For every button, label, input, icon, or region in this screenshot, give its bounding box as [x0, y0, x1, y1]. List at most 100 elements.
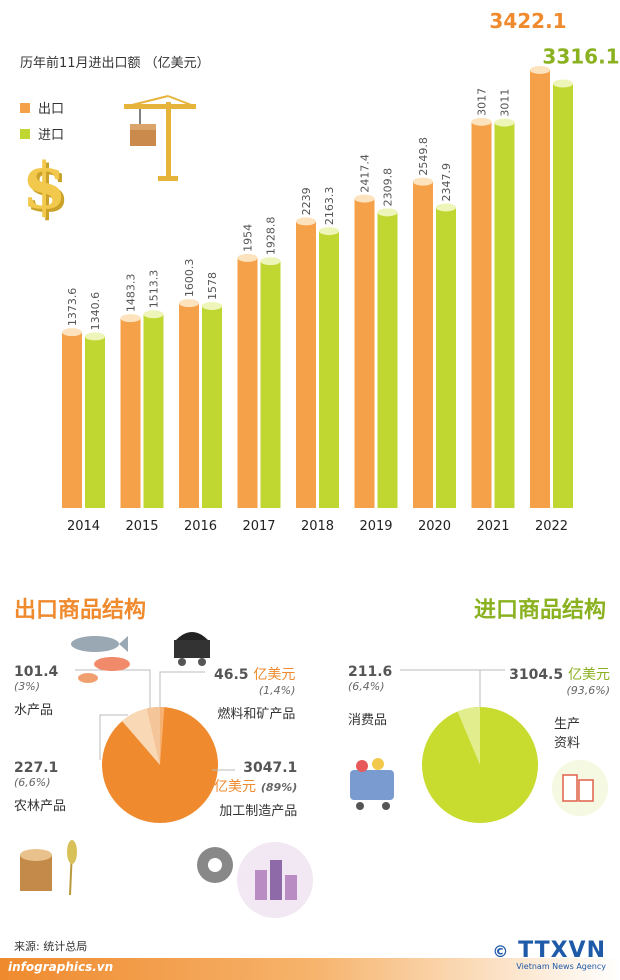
- export-bar-2018: [296, 221, 316, 508]
- export-bar-2022: [530, 69, 550, 509]
- legend-import-label: 进口: [38, 128, 65, 143]
- export-item-agri: 227.1 (6,6%) 农林产品: [14, 760, 66, 814]
- import-bar-cap-2016: [202, 302, 222, 311]
- import-bar-cap-2022: [553, 79, 573, 88]
- import-bar-cap-2017: [260, 257, 281, 266]
- coal-cart-icon: [174, 632, 210, 666]
- import-bar-cap-2018: [319, 227, 339, 236]
- x-tick-label-2018: 2018: [301, 519, 334, 534]
- export-bar-cap-2020: [413, 177, 433, 186]
- wheat-icon: [67, 840, 77, 896]
- export-value-label-2017: 1954: [242, 224, 255, 252]
- import-bar-cap-2021: [494, 118, 515, 127]
- agri-label: 农林产品: [14, 799, 67, 814]
- export-bar-2021: [471, 121, 492, 508]
- x-tick-label-2016: 2016: [184, 519, 217, 534]
- brand-logo: © TTXVN: [492, 938, 606, 963]
- paper-roll-icon: [552, 760, 608, 816]
- consumer-label: 消费品: [348, 713, 388, 728]
- seafood-pct: (3%): [14, 680, 41, 693]
- import-bar-cap-2015: [143, 310, 164, 319]
- export-bar-cap-2019: [354, 194, 375, 203]
- x-tick-label-2014: 2014: [67, 519, 100, 534]
- manufacturing-unit: 亿美元: [214, 779, 256, 795]
- import-bar-2015: [143, 314, 164, 508]
- export-value-label-2020: 2549.8: [417, 137, 430, 176]
- export-bar-cap-2021: [471, 117, 492, 126]
- brand-name: TTXVN: [518, 938, 606, 963]
- bar-chart: 1373.6 1340.6 2014 1483.3 1513.3 2015 1600.3 15…: [62, 9, 620, 534]
- fuel-value-line: 46.5 亿美元: [214, 664, 295, 684]
- dollar-icon: $: [22, 149, 67, 224]
- export-bar-2016: [179, 303, 199, 508]
- factory-gears-icon: [197, 842, 313, 918]
- structure-graphics: [20, 632, 608, 918]
- import-value-label-2017: 1928.8: [265, 217, 278, 256]
- export-bar-2017: [237, 257, 258, 508]
- export-value-label-2014: 1373.6: [66, 288, 79, 327]
- seafood-label: 水产品: [14, 703, 54, 718]
- source-note: 来源: 统计总局: [14, 940, 88, 953]
- wood-icon: [20, 849, 52, 891]
- manufacturing-value: 3047.1: [243, 760, 298, 776]
- x-tick-label-2021: 2021: [476, 519, 509, 534]
- legend-import: 进口: [20, 124, 64, 143]
- production-pct: (93,6%): [566, 684, 610, 697]
- import-bar-cap-2014: [85, 332, 105, 341]
- fuel-unit: 亿美元: [253, 667, 296, 683]
- export-bar-2020: [413, 181, 433, 508]
- manufacturing-label: 加工制造产品: [219, 804, 298, 819]
- crane-icon: [124, 95, 196, 181]
- consumer-value: 211.6: [348, 664, 393, 680]
- import-bar-2014: [85, 336, 105, 508]
- import-bar-2018: [319, 231, 339, 508]
- import-value-label-2019: 2309.8: [382, 168, 395, 207]
- fuel-value: 46.5: [214, 667, 249, 683]
- export-bar-cap-2017: [237, 253, 258, 262]
- production-unit: 亿美元: [568, 667, 610, 683]
- import-value-label-2014: 1340.6: [89, 292, 102, 331]
- production-value-line: 3104.5 亿美元: [470, 664, 610, 684]
- import-bar-2016: [202, 306, 222, 508]
- brand-subtitle: Vietnam News Agency: [516, 962, 606, 971]
- legend-export-label: 出口: [38, 102, 65, 117]
- fish-icon: [71, 636, 130, 683]
- x-tick-label-2017: 2017: [242, 519, 275, 534]
- import-value-label-2018: 2163.3: [323, 187, 336, 226]
- legend-export: 出口: [20, 98, 64, 117]
- legend-import-swatch: [20, 128, 30, 139]
- seafood-value: 101.4: [14, 664, 59, 680]
- export-bar-2019: [354, 198, 375, 508]
- export-item-manufacturing: 3047.1 亿美元 (89%) 加工制造产品: [214, 760, 297, 819]
- import-value-label-2015: 1513.3: [148, 270, 161, 309]
- x-tick-label-2015: 2015: [125, 519, 158, 534]
- export-value-label-2019: 2417.4: [359, 154, 372, 193]
- import-bar-cap-2019: [377, 208, 398, 217]
- import-bar-2019: [377, 212, 398, 509]
- export-bar-cap-2022: [530, 65, 550, 74]
- export-value-label-2016: 1600.3: [183, 259, 196, 298]
- export-value-label-2022: 3422.1: [489, 9, 566, 33]
- fuel-label: 燃料和矿产品: [217, 707, 296, 722]
- agri-pct: (6,6%): [14, 776, 51, 789]
- import-value-label-2022: 3316.1: [542, 45, 619, 69]
- legend-export-swatch: [20, 102, 30, 113]
- export-bar-2015: [120, 318, 141, 508]
- export-value-label-2018: 2239: [300, 187, 313, 215]
- site-link[interactable]: infographics.vn: [8, 960, 114, 974]
- x-tick-label-2022: 2022: [535, 519, 568, 534]
- chart-title: 历年前11月进出口额 （亿美元）: [20, 56, 210, 71]
- export-item-seafood: 101.4 (3%) 水产品: [14, 664, 58, 718]
- import-bar-2021: [494, 122, 515, 508]
- export-bar-cap-2016: [179, 299, 199, 308]
- export-bar-cap-2014: [62, 328, 82, 337]
- export-bar-2014: [62, 332, 82, 508]
- consumer-pct: (6,4%): [348, 680, 385, 693]
- import-bar-2022: [553, 83, 573, 509]
- export-value-label-2015: 1483.3: [125, 274, 138, 313]
- copyright-icon: ©: [492, 942, 510, 961]
- shopping-cart-icon: [350, 758, 394, 810]
- import-value-label-2021: 3011: [499, 89, 512, 117]
- import-value-label-2020: 2347.9: [440, 163, 453, 202]
- x-tick-label-2019: 2019: [359, 519, 392, 534]
